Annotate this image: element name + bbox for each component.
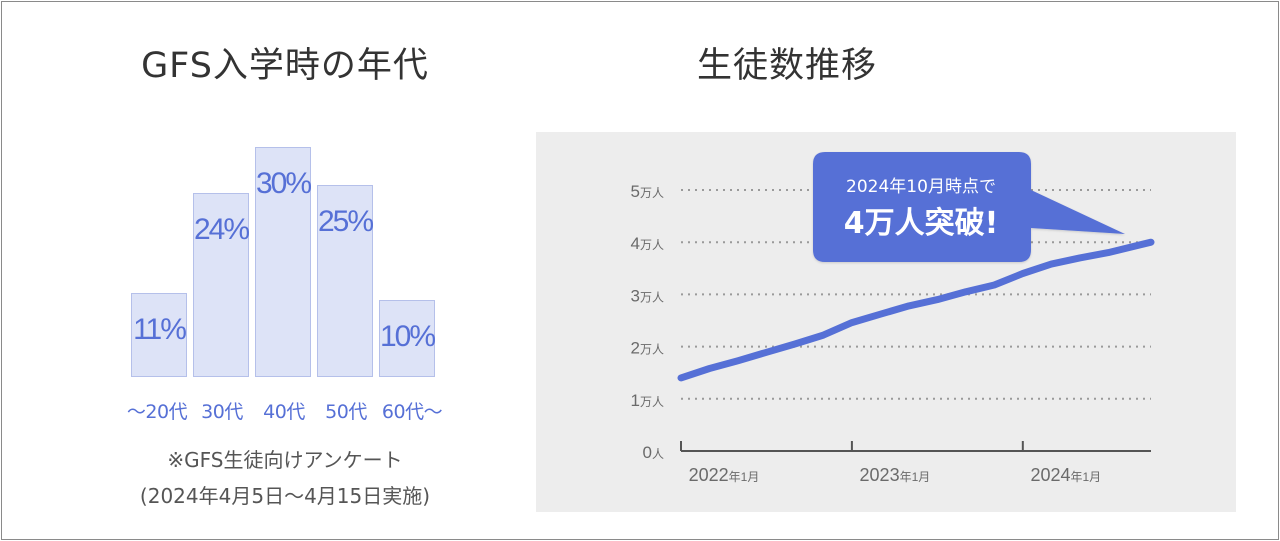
callout-bubble bbox=[813, 152, 1125, 262]
age-bar-value-label: 24% bbox=[193, 213, 250, 246]
age-bar-value-label: 11% bbox=[133, 313, 187, 346]
x-tick-label: 2023年1月 bbox=[860, 465, 931, 485]
age-bar-value-label: 30% bbox=[255, 167, 312, 200]
x-tick-label: 2024年1月 bbox=[1030, 465, 1101, 485]
age-bar-0 bbox=[131, 293, 187, 377]
age-bar-2 bbox=[255, 147, 311, 377]
y-tick-label: 2万人 bbox=[631, 339, 664, 358]
age-category-label: 60代～ bbox=[381, 401, 443, 423]
age-category-label: 30代 bbox=[201, 401, 243, 423]
y-tick-label: 1万人 bbox=[631, 391, 664, 410]
age-category-label: ～20代 bbox=[126, 401, 188, 423]
y-tick-label: 4万人 bbox=[631, 234, 664, 253]
age-bar-1 bbox=[193, 193, 249, 377]
x-axis: 2022年1月 2023年1月 2024年1月 bbox=[680, 441, 1151, 485]
age-bar-value-label: 25% bbox=[317, 205, 374, 238]
survey-note-line1: ※GFS生徒向けアンケート bbox=[167, 448, 403, 472]
students-series-line bbox=[677, 238, 1155, 382]
survey-note-line2: (2024年4月5日～4月15日実施) bbox=[139, 484, 431, 508]
annotation-callout: 2024年10月時点で 4万人突破! bbox=[813, 152, 1125, 262]
y-tick-label: 0人 bbox=[643, 443, 664, 462]
age-bar-4 bbox=[379, 300, 435, 377]
age-bar-3 bbox=[317, 185, 373, 377]
age-chart-title: GFS入学時の年代 bbox=[141, 46, 429, 86]
callout-text-line2: 4万人突破! bbox=[844, 206, 999, 241]
y-tick-label: 5万人 bbox=[631, 182, 664, 201]
y-tick-label: 3万人 bbox=[631, 286, 664, 305]
y-axis-ticks: 0人 1万人 2万人 3万人 4万人 5万人 bbox=[631, 182, 664, 462]
age-category-label: 40代 bbox=[263, 401, 305, 423]
age-bar-value-label: 10% bbox=[379, 320, 436, 353]
x-tick-label: 2022年1月 bbox=[689, 465, 760, 485]
callout-text-line1: 2024年10月時点で bbox=[846, 177, 996, 197]
age-category-label: 50代 bbox=[325, 401, 367, 423]
students-chart-title: 生徒数推移 bbox=[696, 46, 877, 86]
grid-lines bbox=[681, 189, 1151, 400]
